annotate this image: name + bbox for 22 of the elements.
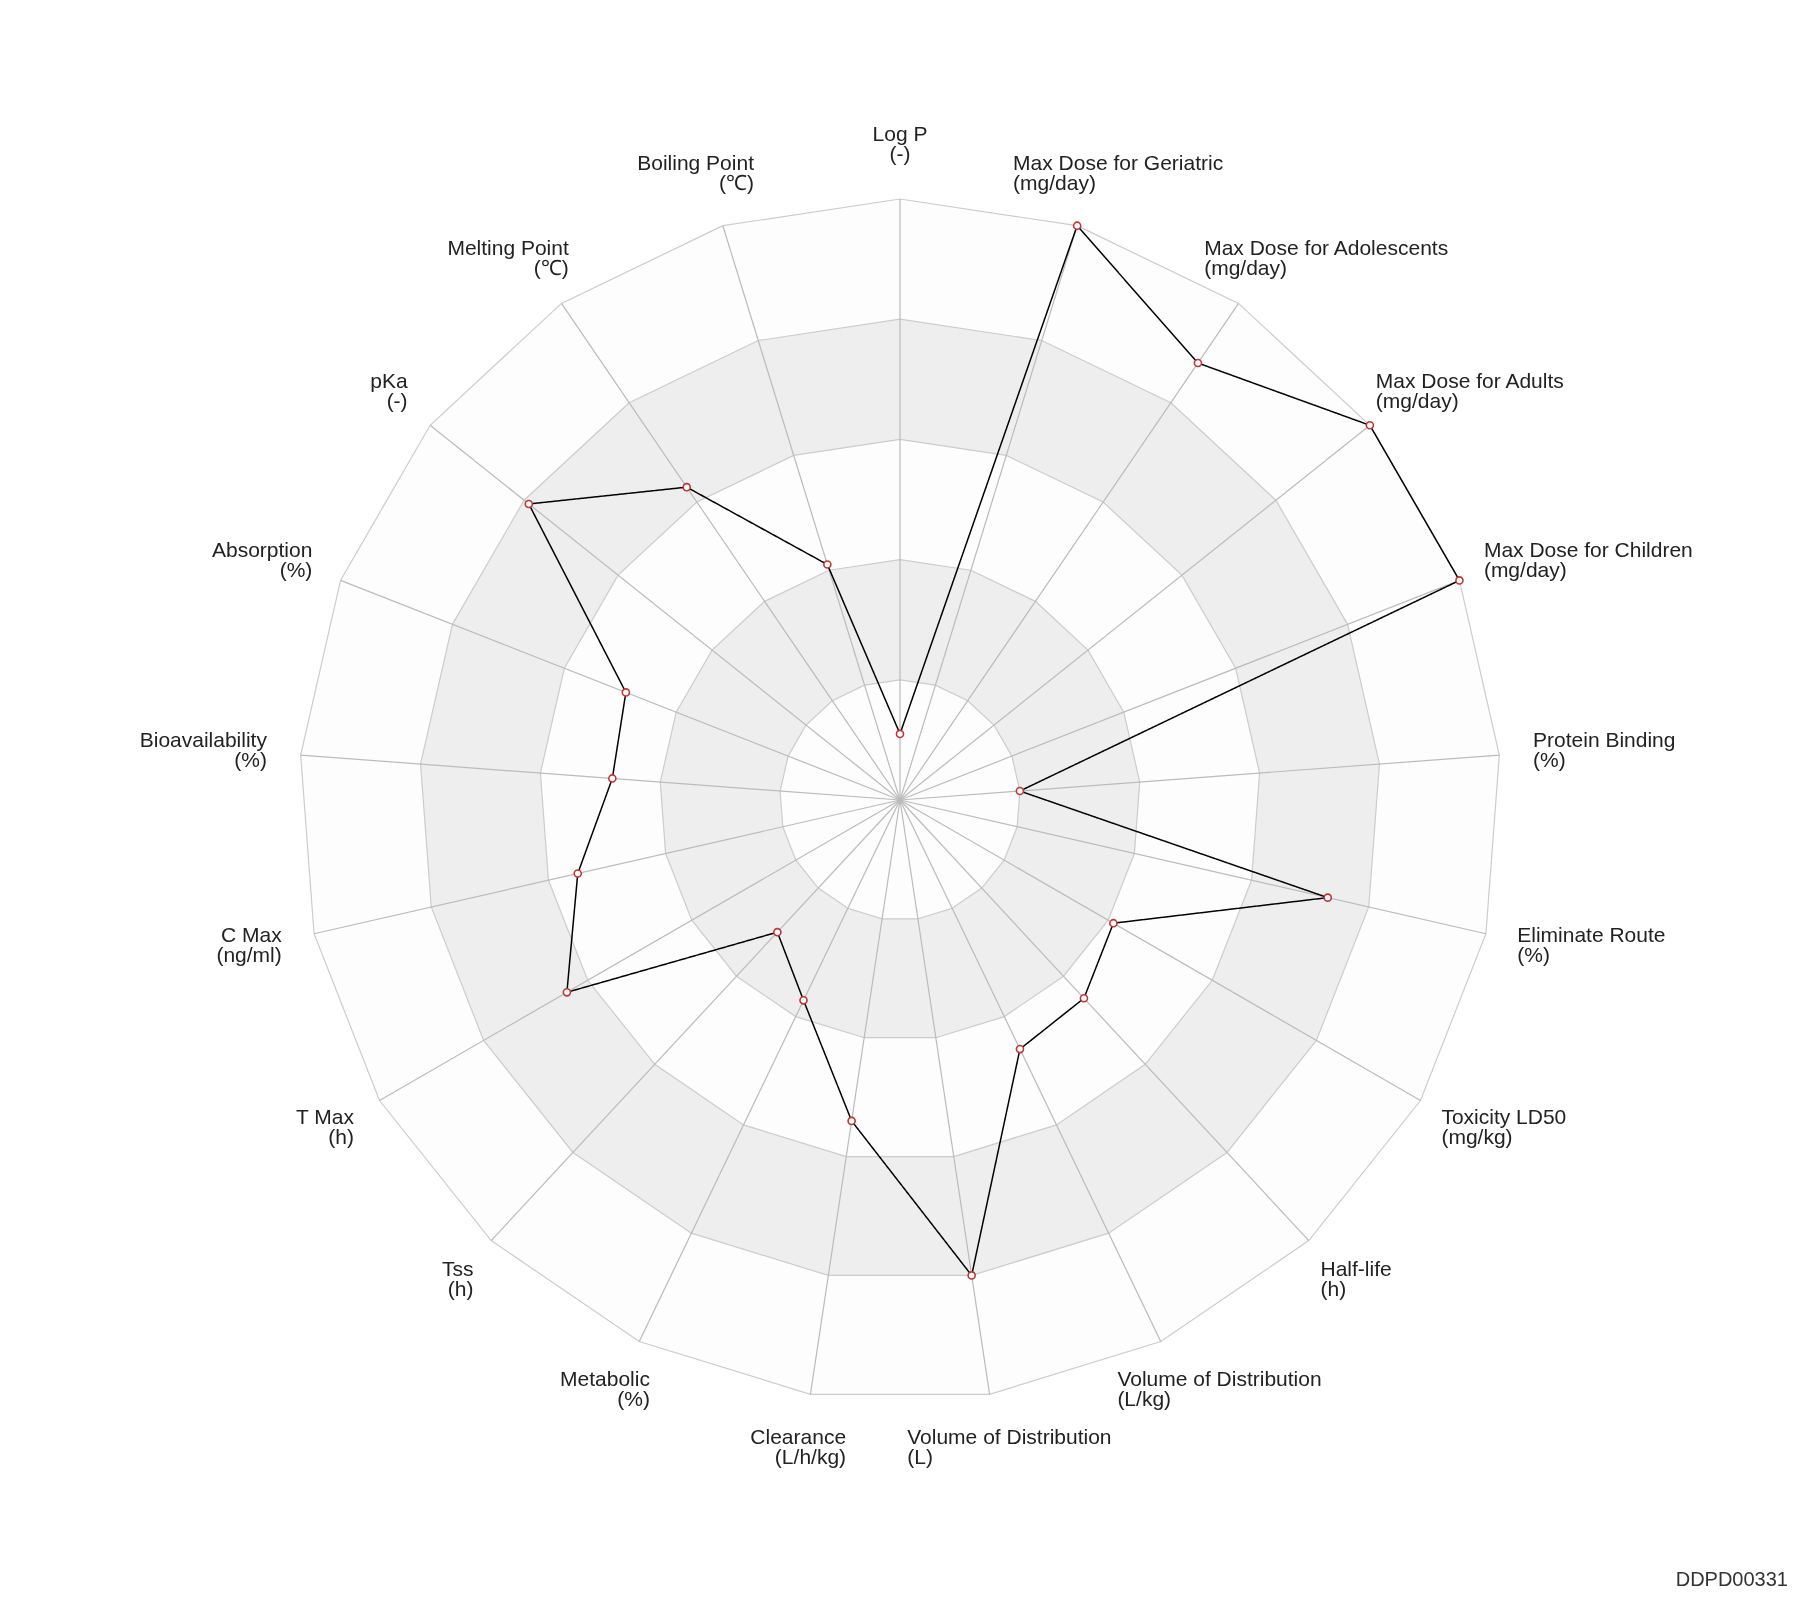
spoke-label: pKa (-) bbox=[370, 368, 408, 412]
text: DDPD00331 bbox=[1675, 1568, 1788, 1590]
spoke-label: Bioavailability (%) bbox=[139, 728, 268, 772]
spoke-label: Max Dose for Adolescents (mg/day) bbox=[1204, 235, 1449, 279]
spoke-label: Eliminate Route (%) bbox=[1517, 922, 1666, 966]
spoke-label: Max Dose for Geriatric (mg/day) bbox=[1013, 151, 1224, 195]
spoke-label: Max Dose for Children (mg/day) bbox=[1483, 537, 1693, 581]
spoke-label: Boiling Point (℃) bbox=[637, 151, 755, 195]
spoke-label: C Max (ng/ml) bbox=[216, 922, 283, 966]
spoke-label: Log P (-) bbox=[872, 122, 928, 165]
spoke-label: Protein Binding (%) bbox=[1533, 728, 1676, 772]
spoke-label: T Max (h) bbox=[296, 1104, 355, 1148]
spoke-label: Volume of Distribution (L) bbox=[907, 1424, 1112, 1468]
spoke-label: Metabolic (%) bbox=[560, 1367, 650, 1411]
spoke-label: Half-life (h) bbox=[1320, 1257, 1392, 1301]
spoke-label: Tss (h) bbox=[442, 1257, 474, 1301]
spoke-label: Absorption (%) bbox=[211, 537, 313, 581]
spoke-label: Clearance (L/h/kg) bbox=[750, 1424, 847, 1468]
spoke-label: Volume of Distribution (L/kg) bbox=[1117, 1367, 1322, 1411]
spoke-label: Melting Point (℃) bbox=[447, 235, 569, 279]
spoke-label: Max Dose for Adults (mg/day) bbox=[1375, 368, 1564, 412]
spoke-label: Toxicity LD50 (mg/kg) bbox=[1441, 1104, 1567, 1148]
